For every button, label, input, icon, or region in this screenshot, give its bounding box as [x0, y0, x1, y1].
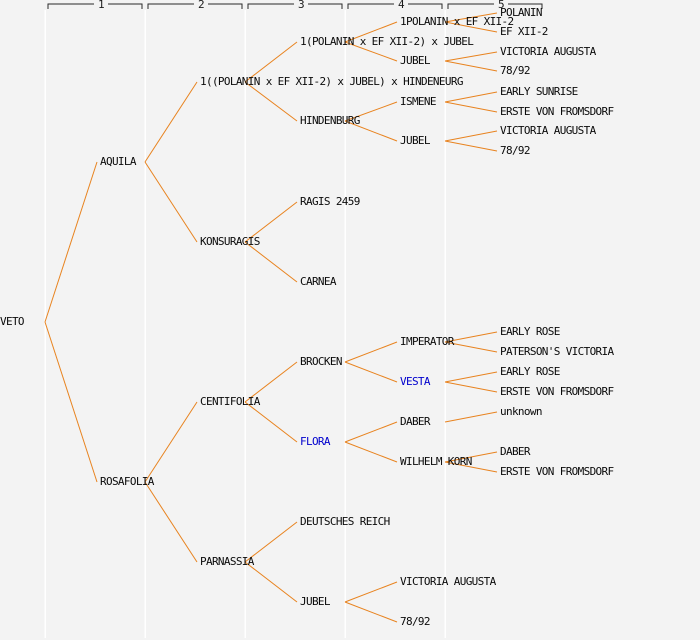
node-label-imperator[interactable]: IMPERATOR	[400, 335, 454, 349]
pedigree-edge	[244, 201, 298, 243]
node-label-polanin[interactable]: POLANIN	[500, 6, 542, 20]
pedigree-edge	[444, 101, 498, 113]
pedigree-edge	[444, 411, 498, 423]
generation-number-4: 4	[394, 0, 408, 12]
node-label-unknown[interactable]: unknown	[500, 405, 542, 419]
pedigree-edge	[444, 51, 498, 62]
node-label-early-rose-1[interactable]: EARLY ROSE	[500, 325, 560, 339]
pedigree-edge	[444, 60, 498, 72]
pedigree-edge	[444, 91, 498, 103]
node-label-ismene[interactable]: ISMENE	[400, 95, 436, 109]
pedigree-edge	[144, 81, 198, 163]
pedigree-edge	[344, 421, 398, 443]
pedigree-edge	[244, 241, 298, 283]
node-label-victoria-augusta-1[interactable]: VICTORIA AUGUSTA	[500, 45, 596, 59]
node-label-hindenburg[interactable]: HINDENBURG	[300, 114, 360, 128]
node-label-early-sunrise[interactable]: EARLY SUNRISE	[500, 85, 578, 99]
node-label-78-92-jubel[interactable]: 78/92	[400, 615, 431, 629]
pedigree-edge	[444, 451, 498, 463]
generation-number-5: 5	[494, 0, 508, 12]
node-label-erste-von-fromsdorf-1[interactable]: ERSTE VON FROMSDORF	[500, 105, 614, 119]
pedigree-edge	[344, 41, 398, 62]
node-label-daber-flora[interactable]: DABER	[400, 415, 431, 429]
pedigree-edge	[344, 441, 398, 463]
pedigree-edge	[444, 461, 498, 473]
pedigree-edge	[144, 161, 198, 243]
node-label-erste-von-fromsdorf-3[interactable]: ERSTE VON FROMSDORF	[500, 465, 614, 479]
node-label-centifolia[interactable]: CENTIFOLIA	[200, 395, 260, 409]
node-label-cross-gen4[interactable]: 1POLANIN x EF XII-2	[400, 15, 514, 29]
generation-number-1: 1	[94, 0, 108, 12]
node-label-daber-leaf[interactable]: DABER	[500, 445, 531, 459]
node-label-deutsches-reich[interactable]: DEUTSCHES REICH	[300, 515, 390, 529]
pedigree-edge	[344, 341, 398, 363]
pedigree-edge	[144, 401, 198, 483]
generation-number-2: 2	[194, 0, 208, 12]
node-label-jubel-hindenburg[interactable]: JUBEL	[400, 134, 431, 148]
node-label-veto[interactable]: VETO	[0, 315, 25, 329]
node-label-rosafolia[interactable]: ROSAFOLIA	[100, 475, 154, 489]
node-label-cross-gen3[interactable]: 1(POLANIN x EF XII-2) x JUBEL	[300, 35, 474, 49]
pedigree-edge	[444, 130, 498, 142]
pedigree-edge	[44, 161, 98, 323]
pedigree-edge	[244, 361, 298, 403]
pedigree-edge	[344, 581, 398, 603]
node-label-patersons-victoria[interactable]: PATERSON'S VICTORIA	[500, 345, 614, 359]
node-label-victoria-augusta-jubel[interactable]: VICTORIA AUGUSTA	[400, 575, 496, 589]
generation-number-3: 3	[294, 0, 308, 12]
pedigree-edge	[444, 341, 498, 353]
node-label-jubel-top[interactable]: JUBEL	[400, 54, 431, 68]
pedigree-edge	[144, 481, 198, 563]
pedigree-edge	[444, 21, 498, 33]
node-label-konsuragis[interactable]: KONSURAGIS	[200, 235, 260, 249]
pedigree-edge	[244, 41, 298, 83]
pedigree-edge	[244, 401, 298, 443]
node-label-carnea[interactable]: CARNEA	[300, 275, 336, 289]
pedigree-edge	[344, 361, 398, 383]
node-label-parnassia[interactable]: PARNASSIA	[200, 555, 254, 569]
node-label-cross-gen2[interactable]: 1((POLANIN x EF XII-2) x JUBEL) x HINDEN…	[200, 75, 463, 89]
node-label-brocken[interactable]: BROCKEN	[300, 355, 342, 369]
pedigree-edge	[444, 381, 498, 393]
node-label-ef-xii-2[interactable]: EF XII-2	[500, 25, 548, 39]
node-label-early-rose-2[interactable]: EARLY ROSE	[500, 365, 560, 379]
pedigree-edge	[244, 561, 298, 603]
pedigree-edge	[344, 601, 398, 623]
node-label-flora[interactable]: FLORA	[300, 435, 331, 449]
pedigree-edge	[344, 21, 398, 43]
node-label-wilhelm-korn[interactable]: WILHELM KORN	[400, 455, 472, 469]
pedigree-edge	[244, 521, 298, 563]
node-label-78-92-2[interactable]: 78/92	[500, 144, 531, 158]
node-label-jubel-parnassia[interactable]: JUBEL	[300, 595, 331, 609]
node-label-aquila[interactable]: AQUILA	[100, 155, 136, 169]
node-label-victoria-augusta-2[interactable]: VICTORIA AUGUSTA	[500, 124, 596, 138]
pedigree-edge	[244, 81, 298, 122]
pedigree-edge	[44, 321, 98, 483]
pedigree-edge	[344, 120, 398, 142]
pedigree-edge	[444, 140, 498, 152]
node-label-78-92-1[interactable]: 78/92	[500, 64, 531, 78]
pedigree-edge	[444, 371, 498, 383]
node-label-ragis-2459[interactable]: RAGIS 2459	[300, 195, 360, 209]
node-label-vesta[interactable]: VESTA	[400, 375, 431, 389]
pedigree-edge	[444, 331, 498, 343]
pedigree-edge	[444, 12, 498, 23]
pedigree-edge	[344, 101, 398, 122]
node-label-erste-von-fromsdorf-2[interactable]: ERSTE VON FROMSDORF	[500, 385, 614, 399]
